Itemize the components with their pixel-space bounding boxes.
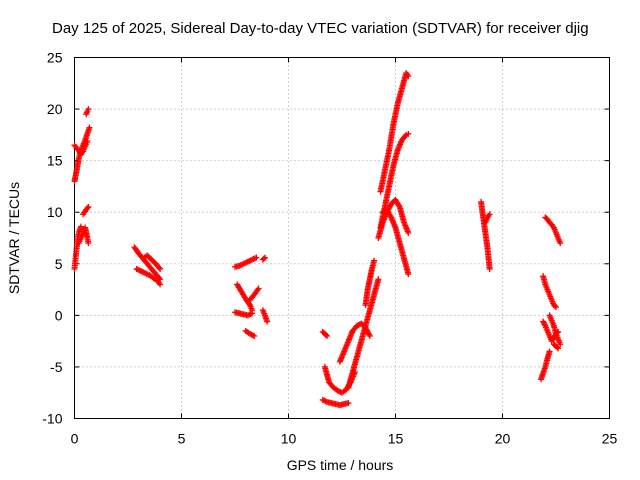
data-point	[345, 400, 352, 407]
y-axis-label: SDTVAR / TECUs	[6, 182, 22, 294]
data-series	[259, 307, 271, 325]
data-series	[540, 318, 562, 345]
data-series	[259, 254, 268, 263]
data-series	[546, 312, 564, 348]
y-tick-labels: -10 -5 0 5 10 15 20 25	[42, 50, 62, 427]
data-point	[554, 329, 561, 336]
x-tick-label: 20	[495, 431, 511, 447]
data-point	[555, 345, 562, 352]
data-series	[362, 257, 378, 309]
y-tick-label: 0	[55, 307, 63, 323]
data-series	[139, 252, 164, 272]
data-series	[542, 214, 564, 247]
y-tick-label: -5	[50, 359, 63, 375]
data-series	[482, 211, 493, 226]
y-tick-label: 10	[47, 204, 63, 220]
data-point	[85, 204, 92, 211]
data-point	[322, 398, 329, 405]
data-series	[478, 198, 493, 272]
x-tick-label: 0	[71, 431, 79, 447]
data-point	[247, 310, 254, 317]
data-series	[538, 348, 553, 383]
grid	[74, 57, 610, 419]
data-point	[86, 124, 93, 131]
data-point	[405, 73, 412, 80]
data-point	[555, 328, 562, 335]
data-series	[75, 224, 92, 247]
data-series	[550, 341, 562, 352]
data-point	[557, 341, 564, 348]
y-tick-label: 5	[55, 256, 63, 272]
y-tick-label: 15	[47, 153, 63, 169]
x-axis-label: GPS time / hours	[287, 457, 394, 473]
data-series	[234, 281, 256, 314]
data-point	[324, 332, 331, 339]
data-point	[371, 257, 378, 264]
x-tick-label: 5	[178, 431, 186, 447]
data-series	[80, 204, 92, 218]
data-point	[84, 205, 91, 212]
data-point	[251, 332, 258, 339]
data-point	[375, 276, 382, 283]
data-series	[345, 276, 382, 391]
data-point	[402, 133, 409, 140]
data-series	[379, 207, 412, 278]
data-point	[246, 311, 253, 318]
axis-ticks	[74, 57, 610, 419]
data-series	[133, 265, 164, 288]
data-series	[232, 254, 260, 270]
data-series	[83, 106, 92, 118]
data-point	[322, 331, 329, 338]
data-point	[486, 265, 493, 272]
data-point	[157, 265, 164, 272]
y-tick-label: 20	[47, 101, 63, 117]
data-point	[253, 254, 260, 261]
data-point	[157, 281, 164, 288]
y-tick-label: -10	[42, 411, 62, 427]
data-point	[405, 229, 412, 236]
data-point	[405, 271, 412, 278]
data-series	[377, 69, 412, 195]
data-series	[71, 124, 93, 185]
data-point	[486, 211, 493, 218]
data-point	[84, 138, 91, 145]
data-point	[249, 310, 256, 317]
data-series	[319, 396, 352, 409]
data-points	[71, 69, 564, 409]
data-series	[319, 328, 331, 339]
x-tick-labels: 0 5 10 15 20 25	[71, 431, 618, 447]
data-point	[366, 332, 373, 339]
data-series	[246, 285, 262, 303]
data-point	[156, 264, 163, 271]
plot-frame	[74, 57, 610, 419]
y-tick-label: 25	[47, 50, 63, 66]
data-point	[546, 348, 553, 355]
data-point	[557, 240, 564, 247]
data-point	[551, 303, 558, 310]
data-point	[77, 223, 84, 230]
data-point	[85, 106, 92, 113]
data-point	[554, 344, 561, 351]
x-tick-label: 15	[388, 431, 404, 447]
data-point	[261, 254, 268, 261]
data-series	[232, 309, 256, 319]
x-tick-label: 10	[281, 431, 297, 447]
data-point	[405, 130, 412, 137]
data-point	[85, 240, 92, 247]
data-point	[553, 304, 559, 311]
data-series	[71, 138, 91, 158]
data-series	[242, 327, 258, 339]
data-point	[264, 318, 271, 325]
data-point	[260, 255, 267, 262]
data-series	[540, 273, 559, 311]
chart-title: Day 125 of 2025, Sidereal Day-to-day VTE…	[52, 20, 589, 37]
x-tick-label: 25	[602, 431, 618, 447]
data-point	[255, 285, 262, 292]
